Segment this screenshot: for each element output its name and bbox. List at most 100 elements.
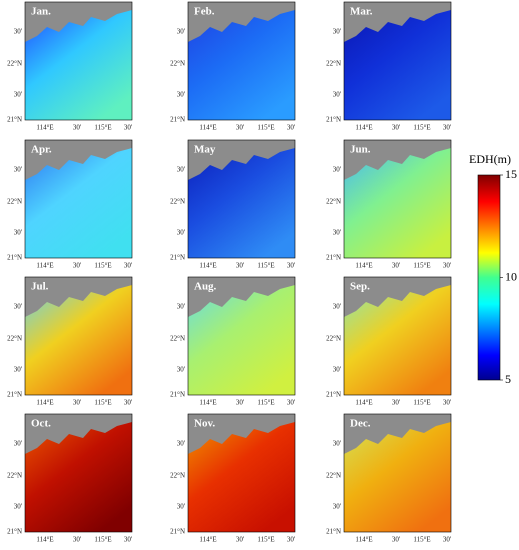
map-panel: Nov. 30' 22°N 30' 21°N 114°E 30' 115°E 30' <box>170 413 296 544</box>
lat-label: 30' <box>14 28 22 36</box>
lat-label: 21°N <box>170 254 185 262</box>
lon-label: 114°E <box>355 399 372 407</box>
lon-label: 30' <box>287 124 295 132</box>
frame <box>343 139 452 259</box>
lat-label: 22°N <box>326 472 341 480</box>
month-label: Mar. <box>350 6 373 18</box>
lon-label: 115°E <box>413 262 430 270</box>
lon-label: 30' <box>392 124 400 132</box>
map-panel: Dec. 30' 22°N 30' 21°N 114°E 30' 115°E 30' <box>326 413 452 544</box>
lon-label: 114°E <box>355 124 372 132</box>
lat-label: 22°N <box>170 472 185 480</box>
lon-label: 114°E <box>199 262 216 270</box>
lat-label: 30' <box>333 166 341 174</box>
lon-label: 30' <box>124 124 132 132</box>
land <box>25 140 132 180</box>
lon-label: 30' <box>73 536 81 544</box>
lat-label: 30' <box>14 366 22 374</box>
lat-label: 30' <box>177 440 185 448</box>
lon-label: 30' <box>443 262 451 270</box>
map-panel: Aug. 30' 22°N 30' 21°N 114°E 30' 115°E 30' <box>170 276 296 407</box>
lat-label: 30' <box>333 303 341 311</box>
map-panel: Feb. 30' 22°N 30' 21°N 114°E 30' 115°E 30' <box>170 1 296 132</box>
lon-label: 30' <box>392 536 400 544</box>
lon-label: 30' <box>236 399 244 407</box>
frame <box>24 1 133 121</box>
land <box>25 414 132 454</box>
lon-label: 115°E <box>413 536 430 544</box>
lon-label: 114°E <box>199 536 216 544</box>
frame <box>24 413 133 533</box>
lat-label: 30' <box>14 503 22 511</box>
lon-label: 115°E <box>94 536 111 544</box>
month-label: Oct. <box>31 418 51 430</box>
lon-label: 30' <box>124 262 132 270</box>
lat-label: 30' <box>333 503 341 511</box>
lat-label: 22°N <box>326 198 341 206</box>
lon-label: 30' <box>443 536 451 544</box>
lon-label: 114°E <box>36 536 53 544</box>
lon-label: 115°E <box>413 399 430 407</box>
lat-label: 30' <box>177 166 185 174</box>
lat-label: 30' <box>14 440 22 448</box>
lon-label: 30' <box>124 536 132 544</box>
colorbar-tick-label: 5 <box>505 372 511 386</box>
frame <box>343 276 452 396</box>
lon-label: 114°E <box>355 262 372 270</box>
lon-label: 30' <box>287 399 295 407</box>
lat-label: 30' <box>333 91 341 99</box>
lon-label: 114°E <box>36 124 53 132</box>
land <box>188 2 295 42</box>
lon-label: 30' <box>73 399 81 407</box>
land <box>344 414 451 454</box>
lat-label: 30' <box>333 28 341 36</box>
frame <box>187 276 296 396</box>
lat-label: 22°N <box>170 198 185 206</box>
lat-label: 21°N <box>170 116 185 124</box>
lat-label: 22°N <box>7 472 22 480</box>
lon-label: 115°E <box>257 536 274 544</box>
lon-label: 115°E <box>257 399 274 407</box>
lon-label: 30' <box>392 399 400 407</box>
map-panel: May 30' 22°N 30' 21°N 114°E 30' 115°E 30' <box>170 139 296 270</box>
lon-label: 30' <box>287 536 295 544</box>
land <box>344 2 451 42</box>
lat-label: 21°N <box>326 116 341 124</box>
lon-label: 115°E <box>257 124 274 132</box>
frame <box>343 1 452 121</box>
map-panel: Mar. 30' 22°N 30' 21°N 114°E 30' 115°E 30' <box>326 1 452 132</box>
lon-label: 115°E <box>413 124 430 132</box>
lat-label: 30' <box>14 229 22 237</box>
month-label: Aug. <box>194 281 217 293</box>
map-panel: Apr. 30' 22°N 30' 21°N 114°E 30' 115°E 30' <box>7 139 133 270</box>
lat-label: 30' <box>177 91 185 99</box>
lat-label: 21°N <box>170 528 185 536</box>
lat-label: 21°N <box>7 528 22 536</box>
lon-label: 114°E <box>355 536 372 544</box>
lat-label: 30' <box>14 166 22 174</box>
lat-label: 21°N <box>170 391 185 399</box>
lat-label: 30' <box>177 229 185 237</box>
colorbar-tick-label: 10 <box>505 269 517 283</box>
map-panel: Sep. 30' 22°N 30' 21°N 114°E 30' 115°E 30' <box>326 276 452 407</box>
lon-label: 114°E <box>199 124 216 132</box>
colorbar <box>477 174 501 381</box>
lon-label: 30' <box>443 124 451 132</box>
lat-label: 22°N <box>7 60 22 68</box>
month-label: Sep. <box>350 281 370 293</box>
month-label: Jan. <box>31 6 51 18</box>
lon-label: 30' <box>73 262 81 270</box>
month-label: Jul. <box>31 281 49 293</box>
lon-label: 115°E <box>94 124 111 132</box>
month-label: May <box>194 144 216 156</box>
map-panel: Jun. 30' 22°N 30' 21°N 114°E 30' 115°E 30' <box>326 139 452 270</box>
lat-label: 21°N <box>7 391 22 399</box>
lat-label: 22°N <box>170 60 185 68</box>
lon-label: 30' <box>124 399 132 407</box>
lat-label: 21°N <box>326 391 341 399</box>
lat-label: 30' <box>333 366 341 374</box>
land <box>344 277 451 317</box>
lon-label: 114°E <box>36 262 53 270</box>
lat-label: 21°N <box>326 254 341 262</box>
lat-label: 21°N <box>7 116 22 124</box>
